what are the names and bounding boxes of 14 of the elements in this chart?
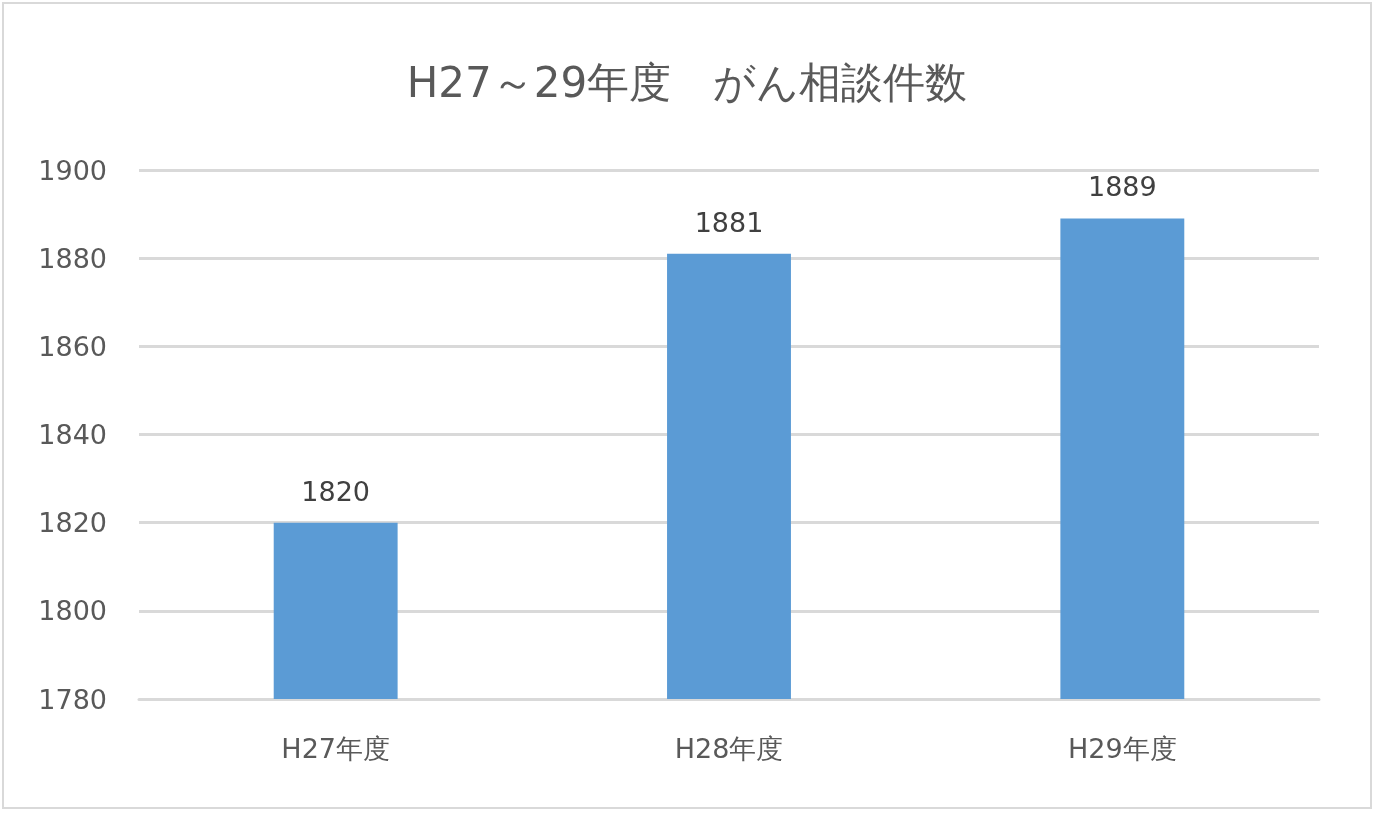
y-tick-label: 1780 bbox=[38, 683, 107, 715]
data-label: 1889 bbox=[1087, 171, 1157, 203]
x-tick-label: H29年度 bbox=[1068, 733, 1177, 764]
y-tick-label: 1860 bbox=[38, 330, 107, 362]
y-tick-label: 1900 bbox=[38, 154, 107, 186]
y-tick-label: 1820 bbox=[38, 507, 107, 539]
x-tick-label: H28年度 bbox=[674, 733, 784, 764]
y-tick-label: 1880 bbox=[38, 242, 107, 274]
data-label: 1881 bbox=[694, 206, 764, 238]
y-tick-label: 1840 bbox=[38, 419, 107, 450]
y-tick-label: 1800 bbox=[38, 595, 107, 627]
chart-title: H27～29年度 がん相談件数 bbox=[406, 57, 968, 107]
x-tick-label: H27年度 bbox=[281, 733, 390, 764]
data-label: 1820 bbox=[301, 475, 371, 507]
